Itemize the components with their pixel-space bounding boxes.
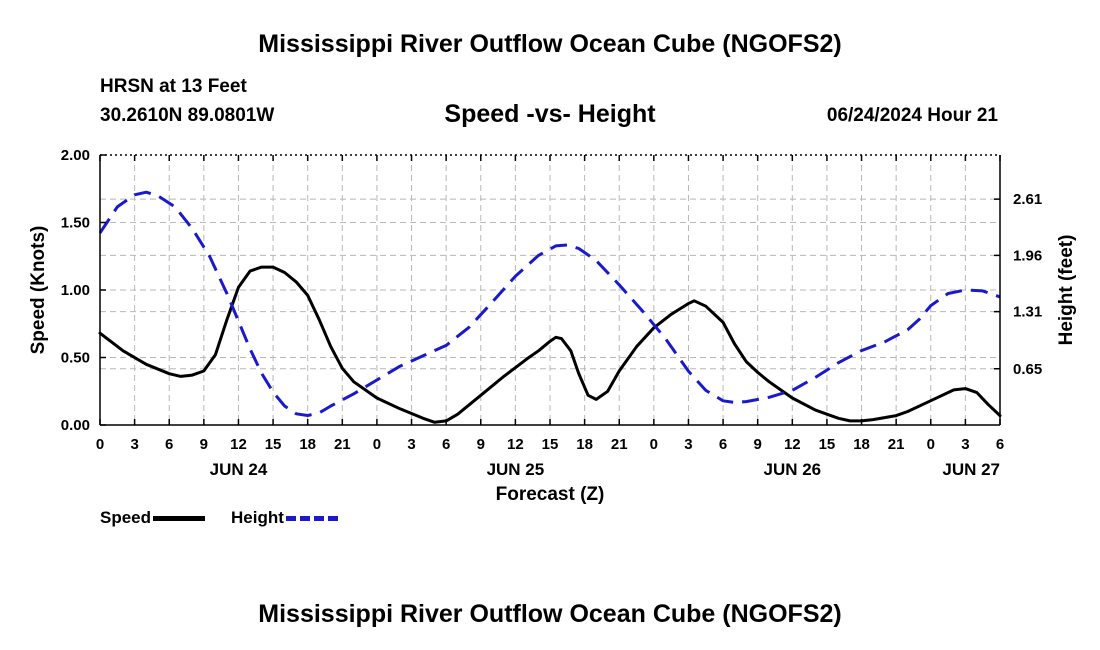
series-layer xyxy=(98,190,1002,424)
x-tick-label: 18 xyxy=(853,436,870,453)
x-tick-label: 12 xyxy=(230,436,247,453)
x-tick-label: 6 xyxy=(442,436,450,453)
x-tick-label: 21 xyxy=(888,436,905,453)
x-tick-label: 0 xyxy=(373,436,381,453)
y-left-tick-label: 0.50 xyxy=(61,350,90,367)
footer-title: Mississippi River Outflow Ocean Cube (NG… xyxy=(258,600,842,628)
chart-grid xyxy=(100,155,1000,425)
chart-subtitle: Speed -vs- Height xyxy=(444,100,656,128)
x-tick-label: 18 xyxy=(299,436,316,453)
y-right-tick-label: 1.31 xyxy=(1013,304,1042,321)
y-axis-left-label: Speed (Knots) xyxy=(28,226,49,355)
legend-speed: Speed xyxy=(100,508,206,528)
x-tick-label: 15 xyxy=(819,436,836,453)
x-tick-label: 12 xyxy=(784,436,801,453)
y-left-tick-label: 1.50 xyxy=(61,215,90,232)
station-coordinates: 30.2610N 89.0801W xyxy=(100,105,275,126)
x-tick-label: 0 xyxy=(650,436,658,453)
x-tick-label: 3 xyxy=(684,436,692,453)
y-axis-right-label: Height (feet) xyxy=(1056,235,1077,346)
y-left-tick-label: 2.00 xyxy=(61,147,90,164)
series-line-height xyxy=(98,190,1001,417)
x-axis-label: Forecast (Z) xyxy=(496,484,605,505)
x-tick-label: 3 xyxy=(961,436,969,453)
x-date-label: JUN 25 xyxy=(487,460,545,479)
x-tick-label: 3 xyxy=(130,436,138,453)
x-tick-label: 9 xyxy=(200,436,208,453)
x-tick-label: 0 xyxy=(96,436,104,453)
x-tick-label: 12 xyxy=(507,436,524,453)
series-line-speed xyxy=(98,265,1002,424)
x-tick-label: 9 xyxy=(477,436,485,453)
legend-speed-swatch xyxy=(153,516,206,522)
y-right-tick-label: 2.61 xyxy=(1013,191,1042,208)
forecast-timestamp: 06/24/2024 Hour 21 xyxy=(826,105,998,126)
x-tick-label: 3 xyxy=(407,436,415,453)
station-label: HRSN at 13 Feet xyxy=(100,76,247,97)
y-left-tick-label: 0.00 xyxy=(61,417,90,434)
y-right-tick-label: 0.65 xyxy=(1013,361,1042,378)
x-tick-label: 15 xyxy=(265,436,282,453)
y-left-tick-label: 1.00 xyxy=(61,282,90,299)
legend-speed-label: Speed xyxy=(100,508,152,527)
x-tick-label: 18 xyxy=(576,436,593,453)
legend-height-label: Height xyxy=(231,508,284,527)
x-tick-label: 0 xyxy=(927,436,935,453)
x-date-label: JUN 27 xyxy=(942,460,1000,479)
x-tick-label: 15 xyxy=(542,436,559,453)
x-date-label: JUN 26 xyxy=(763,460,821,479)
legend-height: Height xyxy=(231,508,338,528)
y-right-tick-label: 1.96 xyxy=(1013,247,1042,264)
chart-title: Mississippi River Outflow Ocean Cube (NG… xyxy=(258,30,842,58)
axes-layer: 0 3 6 9 12 15 18 21 0 3 6 9 12 15 18 21 0 3 6 9 12 15 18 21 0 3 6 J… xyxy=(61,147,1042,479)
legend-height-swatch xyxy=(285,516,338,522)
x-tick-label: 9 xyxy=(754,436,762,453)
x-tick-label: 21 xyxy=(334,436,351,453)
x-tick-label: 6 xyxy=(165,436,173,453)
x-tick-label: 21 xyxy=(611,436,628,453)
x-date-label: JUN 24 xyxy=(210,460,268,479)
x-tick-label: 6 xyxy=(996,436,1004,453)
x-tick-label: 6 xyxy=(719,436,727,453)
